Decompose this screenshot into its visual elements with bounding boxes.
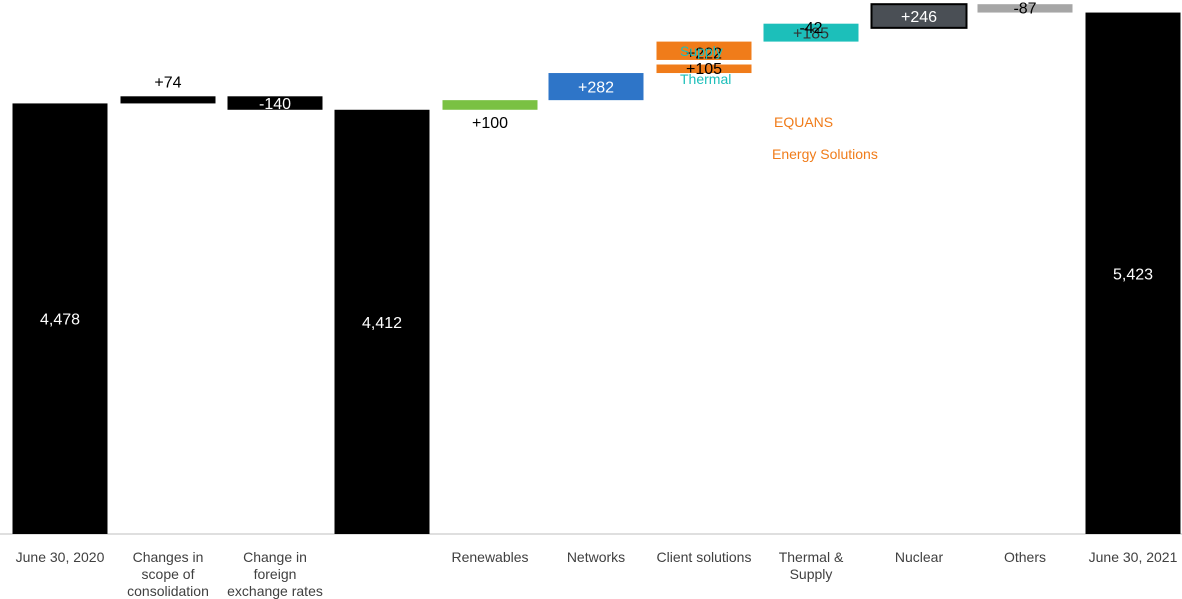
category-label: Renewables xyxy=(451,549,528,565)
bar-value-label: 4,478 xyxy=(40,312,80,329)
bar-change-in-foreign-exchange-rates xyxy=(227,96,323,110)
value-labels-layer: 4,478 +74 -140 4,412 +100 +282 +105+222 +185-42… xyxy=(40,0,1153,332)
bar-value-label: +74 xyxy=(154,74,181,91)
bars-layer xyxy=(12,3,1181,535)
segment-value-label: +105 xyxy=(686,61,722,78)
bar-value-label: 5,423 xyxy=(1113,266,1153,283)
segment-value-label: -42 xyxy=(799,20,822,37)
bar-networks xyxy=(548,73,644,101)
category-label: June 30, 2021 xyxy=(1089,549,1178,565)
category-label: Client solutions xyxy=(657,549,752,565)
annotation-equans: EQUANS xyxy=(774,114,833,130)
bar-value-label: -140 xyxy=(259,96,291,113)
segment-value-label: +185 xyxy=(793,26,829,43)
bar-renewables xyxy=(442,100,538,110)
bar-value-label: +246 xyxy=(901,9,937,26)
annotation-supply: Supply xyxy=(680,43,723,59)
category-label: Thermal & xyxy=(779,549,844,565)
bar-value-label: +282 xyxy=(578,80,614,97)
bar-value-label: 4,412 xyxy=(362,315,402,332)
bar-changes-in-scope-of-consolidation xyxy=(120,96,216,104)
bar-segment-energy-solutions xyxy=(656,62,752,74)
category-label: Change in xyxy=(243,549,307,565)
annotation-thermal: Thermal xyxy=(680,71,731,87)
annotations-layer: Supply Thermal EQUANS Energy Solutions xyxy=(680,43,878,162)
bar-others xyxy=(977,4,1073,13)
category-label: consolidation xyxy=(127,583,209,599)
bar-june-30-2020 xyxy=(12,103,108,534)
annotation-energy-solutions: Energy Solutions xyxy=(772,146,878,162)
bar-june-30-2021 xyxy=(1085,12,1181,535)
segment-value-label: +222 xyxy=(686,45,722,62)
category-label: Networks xyxy=(567,549,625,565)
bar-value-label: +100 xyxy=(472,115,508,132)
bar-blank xyxy=(334,109,430,535)
category-label: Nuclear xyxy=(895,549,944,565)
category-label: scope of xyxy=(142,566,195,582)
category-label: exchange rates xyxy=(227,583,323,599)
category-label: Supply xyxy=(790,566,833,582)
category-label: Changes in xyxy=(133,549,204,565)
bar-value-label: -87 xyxy=(1013,0,1036,17)
bar-segment-supply xyxy=(763,23,859,28)
category-label: foreign xyxy=(254,566,297,582)
bar-nuclear xyxy=(870,3,968,29)
category-label: June 30, 2020 xyxy=(16,549,105,565)
category-label: Others xyxy=(1004,549,1046,565)
bar-segment-thermal xyxy=(763,23,859,42)
bar-segment-equans xyxy=(656,41,752,60)
